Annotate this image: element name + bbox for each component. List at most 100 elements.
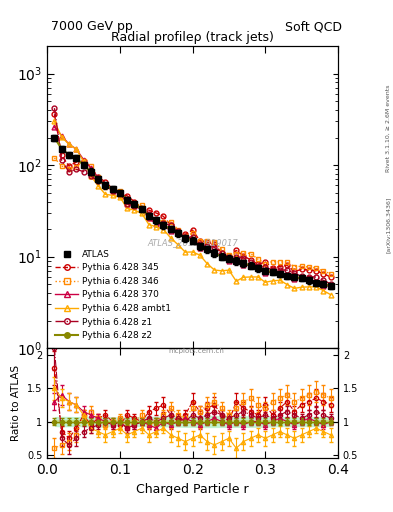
Pythia 6.428 ambt1 [147, 222, 151, 228]
Pythia 6.428 z2 [256, 265, 261, 271]
Pythia 6.428 ambt1 [277, 277, 282, 283]
Pythia 6.428 z2 [59, 146, 64, 152]
Pythia 6.428 z1 [169, 222, 173, 228]
Pythia 6.428 z1 [270, 267, 275, 273]
Pythia 6.428 ambt1 [234, 278, 239, 284]
Pythia 6.428 z1 [52, 105, 57, 111]
Pythia 6.428 345 [321, 271, 326, 277]
Pythia 6.428 346 [198, 238, 202, 244]
Pythia 6.428 346 [169, 219, 173, 225]
Pythia 6.428 370 [125, 201, 130, 207]
Pythia 6.428 z1 [183, 235, 188, 241]
Pythia 6.428 z1 [256, 263, 261, 269]
Pythia 6.428 345 [110, 186, 115, 192]
Pythia 6.428 345 [183, 231, 188, 237]
Pythia 6.428 346 [307, 264, 311, 270]
Pythia 6.428 ambt1 [140, 210, 144, 217]
Pythia 6.428 ambt1 [96, 183, 101, 189]
Pythia 6.428 z1 [299, 273, 304, 280]
Pythia 6.428 370 [314, 280, 319, 286]
Pythia 6.428 345 [292, 268, 297, 274]
Text: Rivet 3.1.10, ≥ 2.6M events: Rivet 3.1.10, ≥ 2.6M events [386, 84, 391, 172]
Pythia 6.428 ambt1 [205, 261, 209, 267]
Pythia 6.428 370 [299, 275, 304, 282]
Pythia 6.428 370 [59, 133, 64, 139]
Pythia 6.428 ambt1 [190, 249, 195, 255]
Pythia 6.428 346 [321, 268, 326, 274]
Pythia 6.428 370 [81, 157, 86, 163]
Pythia 6.428 345 [270, 265, 275, 271]
Pythia 6.428 ambt1 [110, 193, 115, 199]
Pythia 6.428 z2 [88, 168, 93, 175]
Pythia 6.428 370 [103, 182, 108, 188]
Pythia 6.428 345 [118, 191, 122, 198]
Pythia 6.428 346 [212, 240, 217, 246]
Pythia 6.428 z1 [227, 253, 231, 260]
Pythia 6.428 345 [285, 262, 290, 268]
Pythia 6.428 z2 [270, 269, 275, 275]
Pythia 6.428 ambt1 [154, 224, 159, 230]
Pythia 6.428 345 [96, 174, 101, 180]
Pythia 6.428 346 [132, 201, 137, 207]
Pythia 6.428 370 [52, 124, 57, 130]
Pythia 6.428 ambt1 [161, 226, 166, 232]
Pythia 6.428 z1 [74, 166, 79, 173]
Pythia 6.428 345 [74, 159, 79, 165]
Pythia 6.428 z1 [132, 203, 137, 209]
Pythia 6.428 370 [190, 238, 195, 244]
Pythia 6.428 ambt1 [256, 274, 261, 280]
Pythia 6.428 z2 [103, 182, 108, 188]
Pythia 6.428 346 [118, 188, 122, 194]
Pythia 6.428 ambt1 [321, 288, 326, 294]
Pythia 6.428 ambt1 [329, 292, 333, 298]
Pythia 6.428 z1 [212, 244, 217, 250]
Pythia 6.428 345 [227, 255, 231, 262]
Pythia 6.428 z2 [132, 201, 137, 207]
Pythia 6.428 z2 [154, 217, 159, 223]
Pythia 6.428 z1 [292, 270, 297, 276]
Pythia 6.428 ambt1 [125, 205, 130, 211]
Pythia 6.428 z1 [198, 241, 202, 247]
Pythia 6.428 ambt1 [103, 191, 108, 198]
Pythia 6.428 370 [292, 276, 297, 282]
Pythia 6.428 370 [277, 269, 282, 275]
Pythia 6.428 346 [161, 219, 166, 225]
Pythia 6.428 346 [96, 174, 101, 180]
Pythia 6.428 z2 [81, 162, 86, 168]
Pythia 6.428 345 [248, 257, 253, 263]
Pythia 6.428 z2 [74, 155, 79, 161]
Y-axis label: Ratio to ATLAS: Ratio to ATLAS [11, 365, 21, 441]
Pythia 6.428 z1 [248, 259, 253, 265]
Pythia 6.428 370 [132, 203, 137, 209]
Pythia 6.428 345 [147, 207, 151, 213]
Pythia 6.428 z1 [140, 206, 144, 212]
Pythia 6.428 370 [161, 222, 166, 228]
Text: [arXiv:1306.3436]: [arXiv:1306.3436] [386, 197, 391, 253]
Pythia 6.428 345 [190, 227, 195, 233]
Pythia 6.428 z1 [285, 267, 290, 273]
Pythia 6.428 346 [183, 233, 188, 239]
Pythia 6.428 345 [314, 268, 319, 274]
Pythia 6.428 370 [219, 253, 224, 260]
Pythia 6.428 345 [299, 266, 304, 272]
Pythia 6.428 z2 [110, 186, 115, 192]
Legend: ATLAS, Pythia 6.428 345, Pythia 6.428 346, Pythia 6.428 370, Pythia 6.428 ambt1,: ATLAS, Pythia 6.428 345, Pythia 6.428 34… [51, 246, 175, 344]
Pythia 6.428 370 [183, 233, 188, 239]
Pythia 6.428 370 [321, 283, 326, 289]
Pythia 6.428 345 [67, 163, 72, 169]
Pythia 6.428 ambt1 [88, 173, 93, 179]
Pythia 6.428 ambt1 [307, 284, 311, 290]
Pythia 6.428 ambt1 [292, 285, 297, 291]
Pythia 6.428 346 [59, 163, 64, 169]
Pythia 6.428 370 [248, 263, 253, 269]
Text: 7000 GeV pp: 7000 GeV pp [51, 20, 133, 33]
Pythia 6.428 345 [329, 274, 333, 280]
Pythia 6.428 z2 [263, 268, 268, 274]
Pythia 6.428 z2 [96, 176, 101, 182]
Pythia 6.428 370 [329, 283, 333, 289]
Pythia 6.428 345 [241, 253, 246, 259]
Pythia 6.428 ambt1 [176, 242, 180, 248]
Pythia 6.428 ambt1 [183, 249, 188, 255]
Pythia 6.428 345 [103, 179, 108, 185]
Pythia 6.428 z2 [183, 235, 188, 241]
